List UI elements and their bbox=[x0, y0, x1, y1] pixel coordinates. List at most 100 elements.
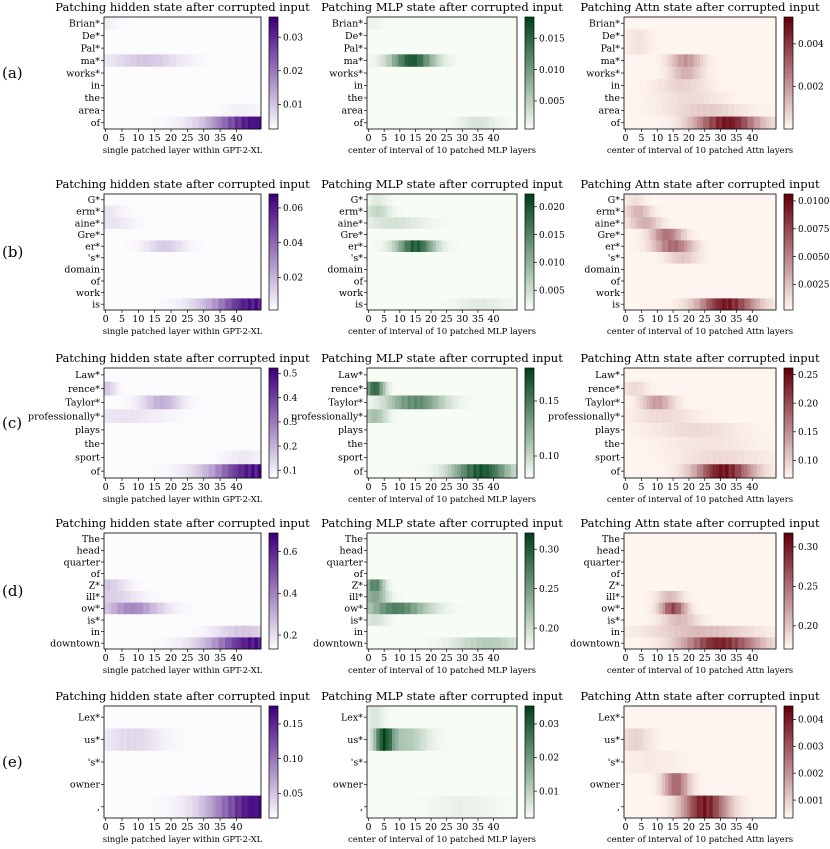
heatmap-cell bbox=[392, 450, 396, 465]
colorbar-tick-label: 0.3 bbox=[283, 418, 298, 428]
heatmap-cell bbox=[417, 381, 421, 396]
heatmap-cell bbox=[728, 205, 733, 218]
heatmap-cell bbox=[225, 116, 229, 130]
heatmap-cell bbox=[662, 368, 666, 383]
y-tick-label: ma* bbox=[601, 56, 621, 67]
heatmap-cell bbox=[636, 286, 641, 299]
heatmap-cell bbox=[413, 29, 418, 43]
heatmap-cell bbox=[244, 41, 249, 55]
y-tick-label: works* bbox=[329, 68, 363, 79]
colorbar-segment bbox=[784, 281, 793, 285]
heatmap-cell bbox=[501, 54, 505, 68]
x-tick-label: 20 bbox=[683, 314, 695, 325]
heatmap-cell bbox=[225, 567, 229, 580]
colorbar-segment bbox=[525, 379, 534, 383]
heatmap-cell bbox=[110, 116, 115, 130]
heatmap-cell bbox=[630, 464, 634, 479]
heatmap-cell bbox=[376, 54, 380, 68]
heatmap-cell bbox=[470, 91, 474, 105]
heatmap-cell bbox=[435, 263, 440, 276]
heatmap-cell bbox=[202, 395, 206, 410]
heatmap-cell bbox=[175, 205, 180, 218]
heatmap-cell bbox=[153, 54, 157, 68]
heatmap-cell bbox=[202, 79, 206, 93]
heatmap-cell bbox=[674, 116, 679, 130]
heatmap-cell bbox=[624, 54, 628, 68]
colorbar-segment bbox=[784, 398, 793, 402]
colorbar-tick-label: 0.004 bbox=[798, 40, 824, 50]
heatmap-cell bbox=[454, 450, 458, 465]
heatmap-cell bbox=[457, 464, 462, 479]
heatmap-cell bbox=[700, 409, 704, 424]
colorbar-segment bbox=[525, 298, 534, 302]
heatmap-cell bbox=[655, 464, 660, 479]
heatmap-cell bbox=[741, 423, 745, 438]
heatmap-cell bbox=[257, 450, 262, 465]
heatmap-cell bbox=[703, 91, 707, 105]
heatmap-cell bbox=[370, 252, 374, 264]
heatmap-cell bbox=[728, 228, 733, 241]
heatmap-cell bbox=[476, 381, 480, 396]
heatmap-cell bbox=[218, 240, 223, 253]
heatmap-cell bbox=[488, 436, 493, 451]
heatmap-cell bbox=[470, 194, 474, 206]
heatmap-cell bbox=[413, 450, 418, 465]
heatmap-cell bbox=[630, 17, 634, 30]
heatmap-cell bbox=[104, 79, 108, 93]
heatmap-cell bbox=[139, 395, 144, 410]
heatmap-cell bbox=[179, 423, 183, 438]
heatmap-cell bbox=[513, 286, 518, 299]
heatmap-cell bbox=[639, 116, 644, 130]
heatmap-cell bbox=[646, 436, 650, 451]
colorbar-segment bbox=[269, 475, 278, 479]
heatmap-cell bbox=[225, 275, 229, 288]
heatmap-cell bbox=[162, 464, 167, 479]
heatmap-cell bbox=[417, 275, 421, 288]
y-tick-label: Brian* bbox=[589, 19, 620, 30]
colorbar-segment bbox=[269, 406, 278, 410]
heatmap-cell bbox=[205, 66, 210, 80]
heatmap-cell bbox=[117, 286, 121, 299]
heatmap-cell bbox=[504, 205, 508, 218]
heatmap-cell bbox=[719, 66, 723, 80]
heatmap-cell bbox=[760, 263, 764, 276]
heatmap-cell bbox=[251, 217, 255, 230]
colorbar-segment bbox=[784, 59, 793, 63]
heatmap-cell bbox=[643, 91, 647, 105]
heatmap-cell bbox=[763, 228, 767, 241]
heatmap-cell bbox=[162, 263, 167, 276]
heatmap-cell bbox=[633, 29, 638, 43]
heatmap-cell bbox=[110, 450, 115, 465]
heatmap-cell bbox=[373, 409, 377, 424]
heatmap-cell bbox=[438, 29, 443, 43]
heatmap-cell bbox=[241, 556, 245, 569]
heatmap-cell bbox=[388, 464, 393, 479]
heatmap-cell bbox=[238, 395, 242, 410]
heatmap-cell bbox=[417, 286, 421, 299]
colorbar-segment bbox=[525, 234, 534, 238]
heatmap-cell bbox=[172, 423, 177, 438]
heatmap-cell bbox=[442, 79, 446, 93]
heatmap-cell bbox=[130, 240, 134, 253]
colorbar-segment bbox=[525, 73, 534, 77]
heatmap-cell bbox=[146, 217, 151, 230]
heatmap-cell bbox=[215, 17, 219, 30]
heatmap-cell bbox=[747, 79, 752, 93]
heatmap-cell bbox=[159, 436, 164, 451]
heatmap-cell bbox=[179, 275, 183, 288]
heatmap-cell bbox=[643, 381, 647, 396]
heatmap-cell bbox=[133, 29, 138, 43]
heatmap-cell bbox=[630, 368, 634, 383]
colorbar-segment bbox=[525, 19, 534, 23]
heatmap-cell bbox=[460, 116, 465, 130]
heatmap-cell bbox=[700, 275, 704, 288]
heatmap-cell bbox=[492, 205, 496, 218]
heatmap-cell bbox=[175, 556, 180, 569]
heatmap-cell bbox=[211, 533, 216, 545]
heatmap-cell bbox=[681, 29, 685, 43]
heatmap-cell bbox=[136, 116, 141, 130]
heatmap-cell bbox=[159, 217, 164, 230]
heatmap-cell bbox=[438, 436, 443, 451]
heatmap-cell bbox=[221, 567, 226, 580]
